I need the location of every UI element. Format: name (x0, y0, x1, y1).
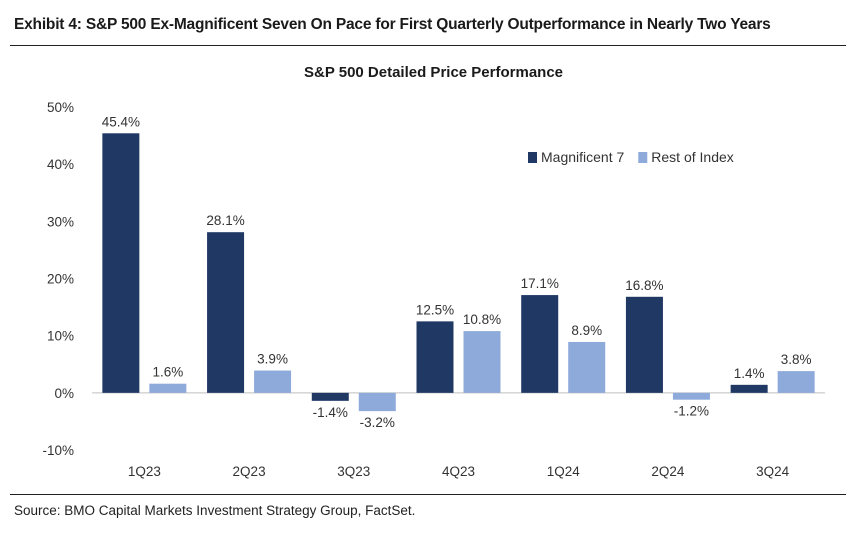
data-label: 12.5% (416, 302, 454, 317)
bar-rest-of-index (568, 341, 606, 393)
data-label: 45.4% (102, 114, 140, 129)
y-tick-label: 10% (47, 329, 74, 344)
bar-rest-of-index (149, 383, 187, 393)
x-tick-label: 1Q24 (547, 464, 581, 479)
bar-magnificent-7 (730, 384, 768, 393)
data-label: 3.8% (781, 352, 812, 367)
bar-rest-of-index (672, 392, 710, 400)
x-tick-label: 1Q23 (128, 464, 161, 479)
bar-magnificent-7 (207, 232, 245, 393)
title-divider (10, 45, 846, 46)
footer-divider (10, 494, 846, 495)
bar-rest-of-index (358, 392, 396, 412)
y-tick-label: 0% (54, 386, 74, 401)
legend-label-magnificent-7: Magnificent 7 (541, 149, 624, 165)
bar-rest-of-index (463, 331, 501, 393)
data-label: -3.2% (360, 415, 395, 430)
bar-magnificent-7 (625, 296, 663, 393)
x-tick-label: 2Q24 (651, 464, 685, 479)
bar-magnificent-7 (311, 392, 349, 401)
legend-label-rest-of-index: Rest of Index (651, 149, 734, 165)
bar-magnificent-7 (521, 295, 559, 393)
data-label: 17.1% (521, 276, 559, 291)
bar-magnificent-7 (102, 133, 140, 393)
data-label: 16.8% (625, 278, 663, 293)
data-label: -1.4% (313, 405, 348, 420)
y-tick-label: -10% (42, 443, 74, 458)
y-tick-label: 30% (47, 214, 74, 229)
bar-magnificent-7 (416, 321, 454, 393)
data-label: 3.9% (257, 352, 288, 367)
x-tick-label: 2Q23 (233, 464, 266, 479)
source-note: Source: BMO Capital Markets Investment S… (14, 503, 416, 518)
data-label: 28.1% (206, 213, 244, 228)
chart-title: S&P 500 Detailed Price Performance (303, 64, 564, 81)
data-label: 1.6% (152, 365, 183, 380)
data-label: 10.8% (463, 312, 501, 327)
data-label: 1.4% (734, 366, 765, 381)
legend-swatch-rest-of-index (638, 152, 648, 163)
legend-swatch-magnificent-7 (528, 152, 537, 163)
x-tick-label: 3Q24 (756, 464, 790, 479)
exhibit-title: Exhibit 4: S&P 500 Ex-Magnificent Seven … (14, 16, 771, 33)
data-label: 8.9% (571, 323, 602, 338)
x-tick-label: 4Q23 (442, 464, 475, 479)
y-tick-label: 50% (47, 100, 74, 115)
y-tick-label: 40% (47, 157, 74, 172)
bar-rest-of-index (254, 370, 292, 393)
data-label: -1.2% (674, 404, 709, 419)
y-tick-label: 20% (47, 272, 74, 287)
bar-rest-of-index (777, 371, 815, 393)
x-tick-label: 3Q23 (337, 464, 370, 479)
